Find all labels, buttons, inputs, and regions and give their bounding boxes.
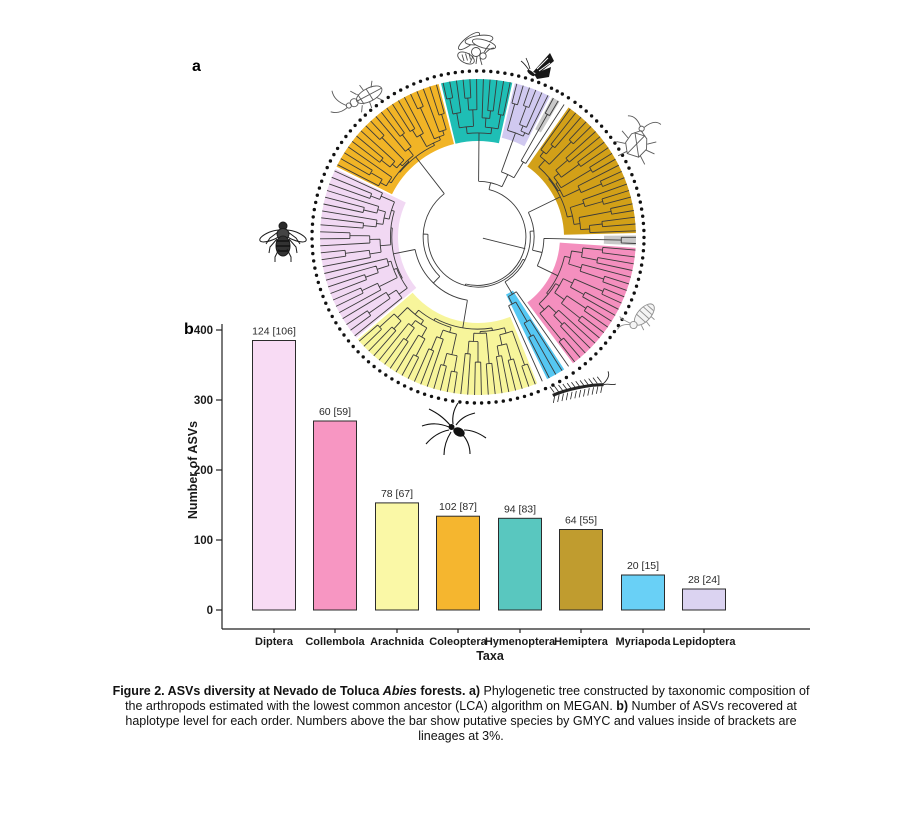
y-tick-label: 0 (207, 605, 213, 617)
y-tick-label: 400 (194, 325, 213, 337)
figure-graphics: 0 100 200 300 400 Number of ASVs 124 [106] Dipt… (186, 31, 810, 663)
x-tick-label-hemiptera: Hemiptera (554, 636, 609, 648)
beetle-icon (330, 80, 383, 114)
clade-collembola (538, 246, 636, 363)
tree-sector-myriapoda (506, 290, 565, 380)
bar-annotation-myriapoda: 20 [15] (627, 560, 659, 572)
springtail-icon (617, 303, 655, 331)
caption-b-marker: b) (616, 699, 629, 713)
bar-collembola (313, 420, 357, 611)
fly-icon (259, 221, 307, 262)
bar-arachnida (375, 502, 419, 611)
x-axis-title: Taxa (476, 649, 505, 663)
bar-annotation-coleoptera: 102 [87] (439, 501, 477, 513)
caption-a-text: Phylogenetic tree constructed by taxonom… (125, 684, 810, 713)
asv-bar-chart-panel: 0 100 200 300 400 Number of ASVs 124 [106] Dipt… (186, 324, 810, 663)
bar-annotation-hymenoptera: 94 [83] (504, 503, 536, 515)
taxa-icons (259, 31, 662, 456)
y-tick-label: 200 (194, 465, 213, 477)
y-tick-label: 100 (194, 535, 213, 547)
x-tick-label-coleoptera: Coleoptera (429, 636, 487, 648)
x-tick-label-arachnida: Arachnida (370, 636, 425, 648)
tree-sector-collembola (527, 242, 636, 364)
caption-b-text: Number of ASVs recovered at haplotype le… (125, 699, 797, 743)
x-tick-label-myriapoda: Myriapoda (615, 636, 671, 648)
wasp-icon (457, 31, 497, 66)
clade-hemiptera (538, 108, 636, 234)
bar-annotation-collembola: 60 [59] (319, 406, 351, 418)
y-axis-title: Number of ASVs (186, 421, 200, 519)
caption-species-name: Abies (382, 684, 417, 698)
panel-b-label: b (184, 321, 194, 338)
tree-branches (319, 78, 636, 396)
figure-caption: Figure 2. ASVs diversity at Nevado de To… (104, 684, 818, 744)
bar-hemiptera (559, 529, 603, 611)
panel-a-label: a (192, 58, 201, 75)
bar-annotation-lepidoptera: 28 [24] (688, 574, 720, 586)
tip-dots (310, 69, 646, 405)
tree-backbone (393, 104, 622, 382)
x-tick-label-collembola: Collembola (305, 636, 365, 648)
bar-hymenoptera (498, 517, 542, 611)
bar-coleoptera (436, 515, 480, 611)
caption-title-tail: forests. (416, 684, 469, 698)
caption-a-marker: a) (468, 684, 481, 698)
clade-myriapoda (523, 319, 563, 379)
x-tick-label-hymenoptera: Hymenoptera (485, 636, 556, 648)
chart-axes (221, 324, 810, 630)
x-tick-label-lepidoptera: Lepidoptera (673, 636, 737, 648)
bar-myriapoda (621, 574, 665, 611)
caption-title: Figure 2. ASVs diversity at Nevado de To… (112, 684, 383, 698)
tree-sector-lepidoptera (501, 83, 550, 147)
bar-annotation-hemiptera: 64 [55] (565, 515, 597, 527)
spider-icon (421, 402, 487, 456)
bar-annotation-diptera: 124 [106] (252, 326, 296, 338)
bar-annotation-arachnida: 78 [67] (381, 488, 413, 500)
centipede-icon (549, 371, 617, 404)
bar-diptera (252, 340, 296, 611)
true-bug-icon (616, 115, 662, 165)
x-tick-label-diptera: Diptera (255, 636, 294, 648)
bar-lepidoptera (682, 588, 726, 611)
butterfly-icon (520, 53, 554, 79)
y-tick-label: 300 (194, 395, 213, 407)
phylo-tree-panel (310, 69, 646, 405)
